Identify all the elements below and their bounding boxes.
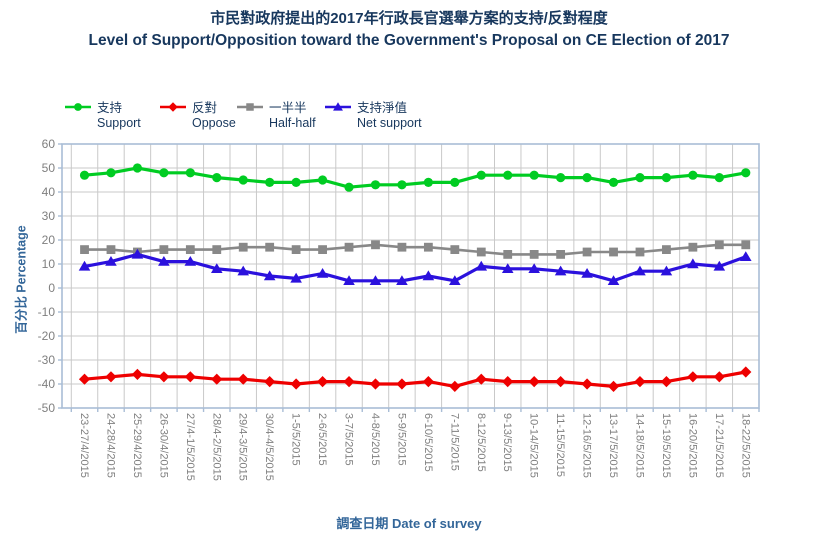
legend-item-oppose: 反對 Oppose [159,99,236,130]
halfhalf-series-marker-icon [236,100,264,113]
svg-text:6-10/5/2015: 6-10/5/2015 [422,413,434,472]
svg-text:30/4-4/5/2015: 30/4-4/5/2015 [263,413,275,481]
svg-text:-40: -40 [38,377,56,391]
legend-label-en: Support [97,116,141,130]
svg-text:13-17/5/2015: 13-17/5/2015 [607,413,619,478]
legend-item-support: 支持 Support [64,99,141,130]
svg-text:-10: -10 [38,305,56,319]
netsupport-series-marker-icon [324,100,352,113]
svg-text:24-28/4/2015: 24-28/4/2015 [104,413,116,478]
legend-item-halfhalf: 一半半 Half-half [236,99,316,130]
svg-text:40: 40 [42,185,56,199]
oppose-series-marker-icon [159,100,187,113]
page-title-zh: 市民對政府提出的2017年行政長官選舉方案的支持/反對程度 [210,10,608,27]
svg-text:50: 50 [42,161,56,175]
svg-text:25-29/4/2015: 25-29/4/2015 [131,413,143,478]
svg-text:60: 60 [42,137,56,151]
legend-label-zh: 支持淨值 [357,101,408,115]
svg-text:10: 10 [42,257,56,271]
x-axis-title: 調查日期 Date of survey [336,516,482,531]
support-series-marker-icon [64,100,92,113]
legend-label-zh: 一半半 [269,101,307,115]
legend-item-netsupport: 支持淨值 Net support [324,99,422,130]
svg-text:10-14/5/2015: 10-14/5/2015 [528,413,540,478]
svg-text:1-5/5/2015: 1-5/5/2015 [290,413,302,466]
svg-text:29/4-3/5/2015: 29/4-3/5/2015 [237,413,249,481]
chart-legend: 支持 Support 反對 Oppose 一半半 Half-half 支持淨值 … [64,99,494,135]
legend-label-en: Oppose [192,116,236,130]
svg-text:17-21/5/2015: 17-21/5/2015 [713,413,725,478]
svg-text:23-27/4/2015: 23-27/4/2015 [78,413,90,478]
svg-text:5-9/5/2015: 5-9/5/2015 [395,413,407,466]
svg-text:15-19/5/2015: 15-19/5/2015 [660,413,672,478]
svg-text:8-12/5/2015: 8-12/5/2015 [475,413,487,472]
svg-text:30: 30 [42,209,56,223]
y-axis-title: 百分比 Percentage [14,225,29,334]
svg-text:16-20/5/2015: 16-20/5/2015 [686,413,698,478]
legend-label-zh: 反對 [192,101,218,115]
svg-text:3-7/5/2015: 3-7/5/2015 [343,413,355,466]
svg-text:4-8/5/2015: 4-8/5/2015 [369,413,381,466]
svg-text:-20: -20 [38,329,56,343]
svg-text:7-11/5/2015: 7-11/5/2015 [448,413,460,471]
svg-text:14-18/5/2015: 14-18/5/2015 [633,413,645,478]
svg-text:27/4-1/5/2015: 27/4-1/5/2015 [184,413,196,481]
svg-text:2-6/5/2015: 2-6/5/2015 [316,413,328,466]
svg-text:0: 0 [48,281,55,295]
svg-text:-50: -50 [38,401,56,415]
legend-label-en: Net support [357,116,422,130]
svg-text:18-22/5/2015: 18-22/5/2015 [739,413,751,478]
svg-text:-30: -30 [38,353,56,367]
svg-text:12-16/5/2015: 12-16/5/2015 [581,413,593,478]
page-title-en: Level of Support/Opposition toward the G… [88,32,730,49]
legend-label-en: Half-half [269,116,316,130]
svg-text:26-30/4/2015: 26-30/4/2015 [157,413,169,478]
legend-label-zh: 支持 [97,101,123,115]
svg-text:11-15/5/2015: 11-15/5/2015 [554,413,566,477]
svg-text:9-13/5/2015: 9-13/5/2015 [501,413,513,472]
svg-text:20: 20 [42,233,56,247]
svg-text:28/4-2/5/2015: 28/4-2/5/2015 [210,413,222,481]
